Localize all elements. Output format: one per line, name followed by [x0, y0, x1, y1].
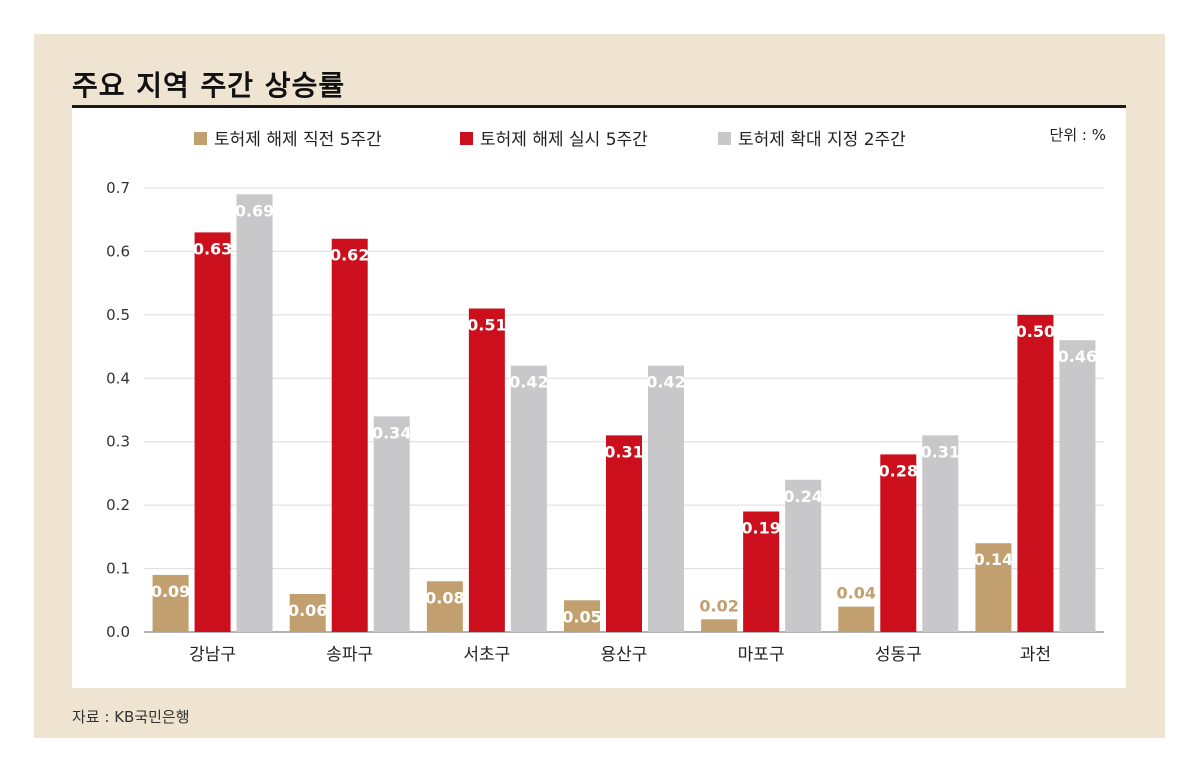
x-tick-label: 용산구	[601, 645, 648, 665]
data-label: 0.50	[1016, 322, 1055, 341]
bar	[648, 365, 684, 632]
bar	[743, 511, 780, 632]
bar	[701, 619, 738, 632]
data-label: 0.31	[921, 442, 960, 461]
y-tick-label: 0.5	[106, 306, 130, 324]
bar	[785, 479, 822, 632]
bars: 0.09 0.630.69 0.06 0.62 0.34 0.08 0.51 0.42 0.05…	[151, 194, 1097, 632]
x-tick-label: 마포구	[738, 645, 785, 665]
data-label: 0.08	[425, 588, 464, 607]
data-label: 0.06	[288, 601, 327, 620]
bar	[880, 454, 917, 632]
data-label: 0.62	[330, 246, 369, 265]
bar	[606, 435, 642, 632]
bar	[152, 574, 189, 632]
legend-label: 토허제 해제 실시 5주간	[480, 130, 648, 150]
bar	[975, 543, 1012, 632]
page-title: 주요 지역 주간 상승률	[72, 69, 346, 102]
data-label: 0.69	[235, 201, 274, 220]
legend-label: 토허제 확대 지정 2주간	[738, 130, 906, 150]
y-tick-label: 0.7	[106, 179, 130, 197]
bar	[838, 606, 875, 632]
data-label: 0.09	[151, 582, 190, 601]
data-label: 0.04	[837, 584, 876, 603]
data-label: 0.42	[646, 373, 685, 392]
y-tick-label: 0.2	[106, 496, 130, 514]
bar	[373, 416, 410, 632]
bar	[468, 308, 505, 632]
data-label: 0.14	[974, 550, 1013, 569]
x-tick-label: 서초구	[463, 645, 510, 665]
legend: 토허제 해제 직전 5주간 토허제 해제 실시 5주간 토허제 확대 지정 2주간	[194, 130, 906, 150]
legend-swatch	[460, 132, 473, 145]
bar	[426, 581, 463, 632]
data-label: 0.46	[1058, 347, 1097, 366]
legend-swatch	[194, 132, 207, 145]
title-divider	[72, 105, 1126, 108]
y-tick-label: 0.6	[106, 242, 130, 260]
bar	[194, 232, 231, 632]
data-label: 0.63	[193, 239, 232, 258]
data-label: 0.02	[699, 596, 738, 615]
legend-swatch	[718, 132, 731, 145]
data-label: 0.51	[467, 316, 506, 335]
data-label: 0.42	[509, 373, 548, 392]
x-axis: 강남구 송파구 서초구 용산구 마포구 성동구 과천	[189, 645, 1051, 665]
bar	[1017, 314, 1054, 632]
legend-label: 토허제 해제 직전 5주간	[214, 130, 382, 150]
x-tick-label: 강남구	[189, 645, 236, 665]
bar	[922, 435, 959, 632]
data-label: 0.28	[879, 461, 918, 480]
bar	[331, 238, 368, 632]
source-note: 자료 : KB국민은행	[72, 708, 190, 726]
bar	[564, 600, 600, 632]
x-tick-label: 송파구	[326, 645, 373, 665]
data-label: 0.19	[741, 518, 780, 537]
bar	[236, 194, 273, 632]
y-tick-label: 0.0	[106, 623, 130, 641]
data-label: 0.24	[783, 487, 822, 506]
data-label: 0.05	[562, 607, 601, 626]
chart-panel: 토허제 해제 직전 5주간 토허제 해제 실시 5주간 토허제 확대 지정 2주간 …	[72, 108, 1126, 688]
y-tick-label: 0.3	[106, 433, 130, 451]
x-tick-label: 성동구	[875, 645, 922, 665]
data-label: 0.34	[372, 423, 411, 442]
unit-label: 단위 : %	[1050, 126, 1106, 144]
bar-chart: 토허제 해제 직전 5주간 토허제 해제 실시 5주간 토허제 확대 지정 2주간 …	[106, 126, 1106, 665]
x-tick-label: 과천	[1020, 645, 1051, 665]
y-tick-label: 0.4	[106, 369, 130, 387]
bar	[510, 365, 547, 632]
bar	[1059, 340, 1096, 632]
data-label: 0.31	[604, 442, 643, 461]
y-tick-label: 0.1	[106, 560, 130, 578]
bar	[289, 593, 326, 632]
